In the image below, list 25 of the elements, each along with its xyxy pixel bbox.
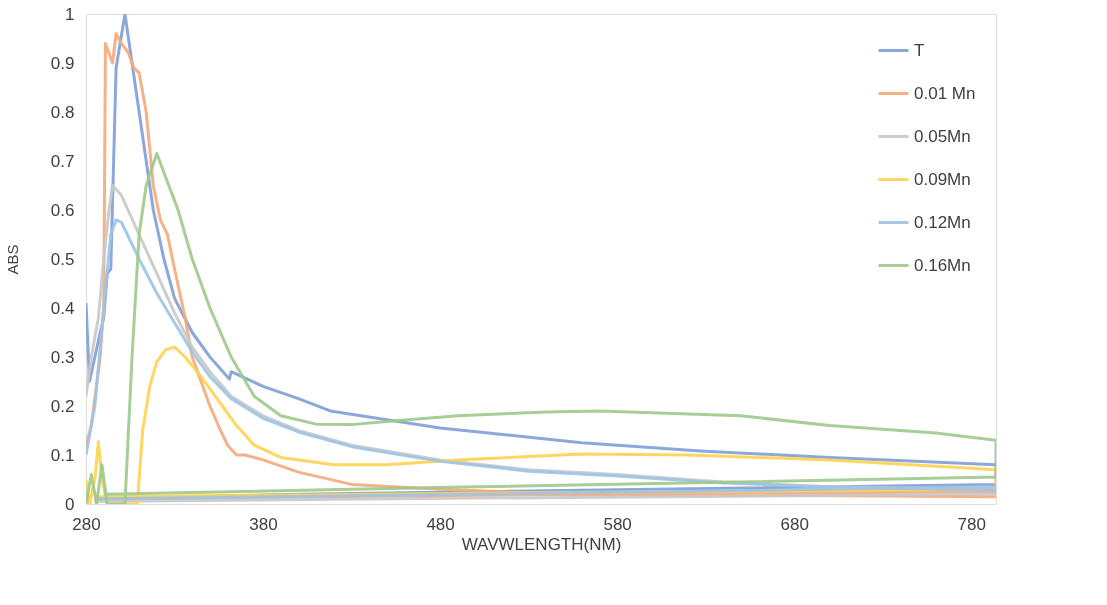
x-axis-title: WAVWLENGTH(NM) (461, 534, 622, 554)
y-tick-label: 0 (65, 494, 75, 514)
legend-label: T (914, 40, 925, 60)
y-tick-label: 0.4 (50, 298, 75, 318)
y-tick-label: 0.8 (50, 102, 75, 122)
legend-label: 0.12Mn (914, 212, 971, 232)
x-tick-label: 680 (780, 514, 809, 534)
y-tick-label: 0.9 (50, 53, 75, 73)
y-tick-label: 0.5 (50, 249, 75, 269)
x-tick-label: 380 (249, 514, 278, 534)
x-tick-label: 580 (603, 514, 632, 534)
y-axis-title: ABS (3, 244, 21, 275)
x-tick-label: 780 (957, 514, 986, 534)
x-tick-label: 280 (72, 514, 101, 534)
y-tick-label: 0.2 (50, 396, 75, 416)
y-tick-label: 0.7 (50, 151, 75, 171)
legend-label: 0.01 Mn (914, 83, 976, 103)
legend-label: 0.16Mn (914, 255, 971, 275)
legend-label: 0.09Mn (914, 169, 971, 189)
y-tick-label: 1 (65, 4, 75, 24)
y-tick-label: 0.6 (50, 200, 75, 220)
x-tick-label: 480 (426, 514, 455, 534)
y-tick-label: 0.3 (50, 347, 75, 367)
y-tick-label: 0.1 (50, 445, 75, 465)
legend-label: 0.05Mn (914, 126, 971, 146)
